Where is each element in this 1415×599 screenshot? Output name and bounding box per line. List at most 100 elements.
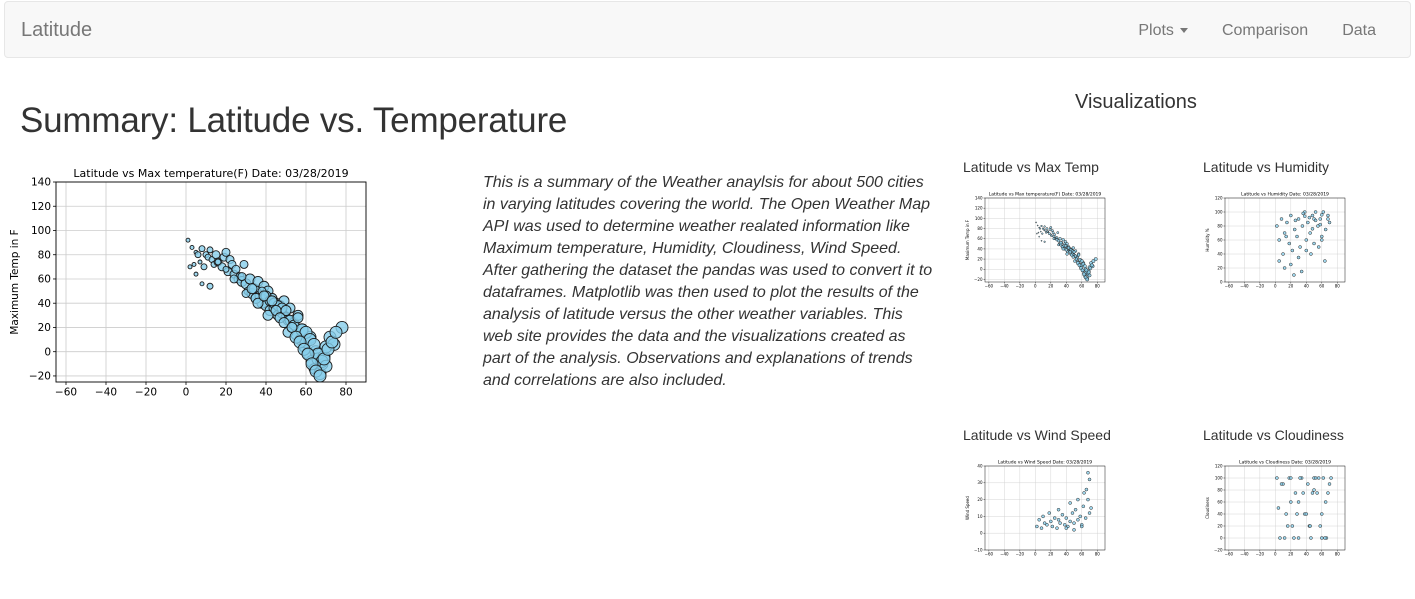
x-tick-label: −40 (1240, 284, 1249, 289)
thumb-wind-speed-chart[interactable]: Latitude vs Wind Speed Date: 03/28/2019 −… (963, 456, 1118, 558)
data-point (222, 265, 230, 273)
y-tick-label: −10 (974, 547, 983, 552)
data-point (1296, 500, 1301, 504)
y-tick-label: 0 (1220, 279, 1223, 284)
data-point (1076, 497, 1080, 502)
data-point (1041, 514, 1045, 519)
plot-frame (984, 197, 1106, 283)
data-point (1316, 476, 1321, 480)
data-point (1281, 252, 1285, 256)
nav-links: Plots Comparison Data (1121, 2, 1410, 59)
y-tick-label: 60 (977, 236, 983, 241)
data-point (1299, 269, 1304, 274)
brand-link[interactable]: Latitude (21, 19, 93, 41)
nav-data-link[interactable]: Data (1325, 22, 1410, 40)
y-tick-label: 40 (977, 246, 983, 251)
data-point (1298, 476, 1302, 480)
nav-plots-dropdown[interactable]: Plots (1121, 22, 1205, 40)
data-point (1277, 238, 1281, 242)
data-point (1289, 500, 1293, 504)
data-point (258, 290, 270, 302)
data-point (211, 250, 221, 260)
nav-comparison-link[interactable]: Comparison (1205, 22, 1325, 40)
data-point (1052, 516, 1057, 520)
data-point (1309, 536, 1313, 540)
y-tick-label: 80 (977, 226, 983, 231)
data-point (1070, 511, 1075, 515)
data-point (1036, 232, 1038, 235)
y-axis-label: Humidity % (1205, 228, 1210, 251)
data-point (1304, 248, 1309, 253)
chart-title: Latitude vs Humidity Date: 03/28/2019 (1241, 192, 1329, 198)
data-point (1037, 231, 1040, 234)
data-point (1080, 524, 1084, 529)
data-point (1293, 491, 1298, 495)
data-point (278, 317, 290, 329)
data-point (1072, 250, 1076, 254)
y-tick-label: 80 (1217, 223, 1223, 228)
data-point (1063, 244, 1068, 248)
thumb-humidity-label: Latitude vs Humidity (1203, 159, 1330, 175)
x-tick-label: 0 (1034, 552, 1037, 557)
data-point (1071, 246, 1075, 250)
data-point (1078, 514, 1082, 519)
x-tick-label: 80 (1335, 284, 1341, 289)
x-tick-label: −40 (1000, 284, 1009, 289)
data-point (1082, 491, 1086, 495)
data-point (1064, 248, 1068, 252)
x-tick-label: 0 (1034, 284, 1037, 289)
data-point (1059, 241, 1063, 245)
thumb-max-temp-chart[interactable]: Latitude vs Max temperature(F) Date: 03/… (963, 188, 1118, 290)
x-tick-label: −20 (1016, 552, 1025, 557)
data-point (1285, 220, 1289, 225)
data-point (1049, 226, 1053, 229)
thumb-humidity[interactable]: Latitude vs Humidity (1203, 159, 1403, 175)
y-tick-label: 20 (1217, 265, 1223, 270)
y-tick-label: 100 (1215, 209, 1223, 214)
data-point (1067, 246, 1071, 250)
thumb-cloudiness-chart[interactable]: Latitude vs Cloudiness Date: 03/28/2019 −… (1203, 456, 1358, 558)
x-tick-label: 60 (1079, 552, 1085, 557)
data-point (1320, 536, 1324, 540)
visualizations-heading: Visualizations (1075, 91, 1197, 113)
data-point (1323, 259, 1327, 263)
x-tick-label: 0 (183, 387, 190, 399)
x-tick-label: −60 (985, 552, 994, 557)
y-tick-label: 120 (1215, 463, 1223, 468)
data-point (1049, 519, 1053, 524)
data-point (1072, 521, 1076, 525)
chart-title: Latitude vs Max temperature(F) Date: 03/… (73, 167, 348, 180)
thumb-cloudiness[interactable]: Latitude vs Cloudiness (1203, 427, 1403, 443)
data-point (1061, 247, 1065, 251)
data-point (1039, 230, 1042, 233)
data-point (1051, 231, 1055, 234)
data-point (313, 369, 327, 383)
y-tick-label: 40 (38, 298, 51, 310)
data-point (262, 309, 274, 321)
data-point (1073, 507, 1078, 512)
y-tick-label: 0 (980, 267, 983, 272)
data-point (1041, 232, 1044, 235)
data-point (1316, 245, 1321, 249)
thumb-wind-speed[interactable]: Latitude vs Wind Speed (963, 427, 1163, 443)
data-point (1320, 512, 1324, 516)
plot-frame (1224, 465, 1346, 551)
data-point (1091, 259, 1096, 264)
data-point (1312, 241, 1316, 246)
data-point (266, 295, 278, 307)
data-point (1039, 526, 1044, 530)
data-point (1086, 270, 1091, 275)
thumb-humidity-chart[interactable]: Latitude vs Humidity Date: 03/28/2019 −60… (1203, 188, 1358, 290)
data-point (1318, 524, 1322, 528)
x-tick-label: 60 (299, 387, 312, 399)
thumb-max-temp[interactable]: Latitude vs Max Temp (963, 159, 1163, 175)
x-tick-label: 40 (1304, 552, 1310, 557)
data-point (1063, 523, 1067, 527)
data-point (1045, 227, 1049, 230)
data-point (1318, 217, 1322, 221)
y-tick-label: 60 (1217, 499, 1223, 504)
data-point (1284, 234, 1288, 239)
y-tick-label: −20 (1214, 547, 1223, 552)
data-point (1301, 211, 1305, 216)
data-point (1323, 500, 1328, 504)
